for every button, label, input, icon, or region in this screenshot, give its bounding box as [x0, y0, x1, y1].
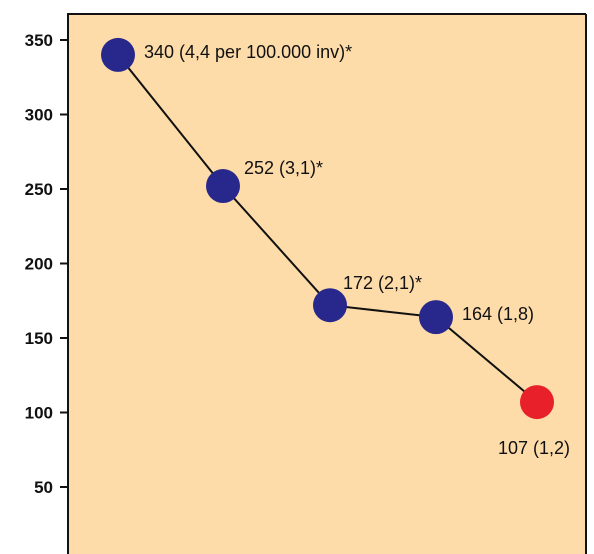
y-tick-label: 200 [25, 255, 53, 274]
data-point [313, 288, 347, 323]
y-ticks: 350 300 250 200 150 100 50 [25, 31, 68, 497]
y-tick-label: 150 [25, 329, 53, 348]
data-label: 107 (1,2) [498, 438, 570, 458]
data-labels: 340 (4,4 per 100.000 inv)* 252 (3,1)* 172 … [144, 42, 570, 458]
y-tick-label: 300 [25, 106, 53, 125]
data-point [419, 300, 453, 335]
y-tick-label: 50 [34, 478, 53, 497]
data-label: 164 (1,8) [462, 304, 534, 324]
data-label: 252 (3,1)* [244, 158, 323, 178]
data-label: 172 (2,1)* [343, 273, 422, 293]
data-points [101, 37, 554, 420]
y-tick-label: 100 [25, 404, 53, 423]
plot-area [68, 14, 586, 554]
y-tick-label: 350 [25, 31, 53, 50]
data-point [101, 37, 135, 72]
data-label: 340 (4,4 per 100.000 inv)* [144, 42, 352, 62]
data-point [206, 169, 240, 204]
data-point [520, 385, 554, 420]
y-tick-label: 250 [25, 180, 53, 199]
